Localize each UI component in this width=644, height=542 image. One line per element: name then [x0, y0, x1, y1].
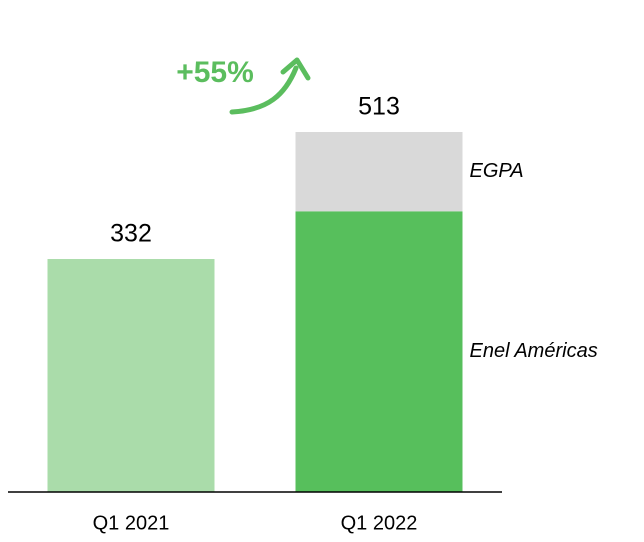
total-label: 513 [358, 93, 400, 121]
bar-segment [295, 132, 463, 212]
growth-arrow [229, 65, 299, 115]
x-tick-label: Q1 2022 [341, 512, 418, 534]
total-label: 332 [110, 220, 152, 248]
legend-label: Enel Américas [470, 340, 598, 362]
growth-annotation: +55% [176, 56, 254, 89]
x-tick-label: Q1 2021 [93, 512, 170, 534]
bar-segment [47, 259, 215, 492]
legend-label: EGPA [470, 160, 524, 182]
bar-segment [295, 211, 463, 492]
growth-arrowhead [280, 57, 311, 81]
